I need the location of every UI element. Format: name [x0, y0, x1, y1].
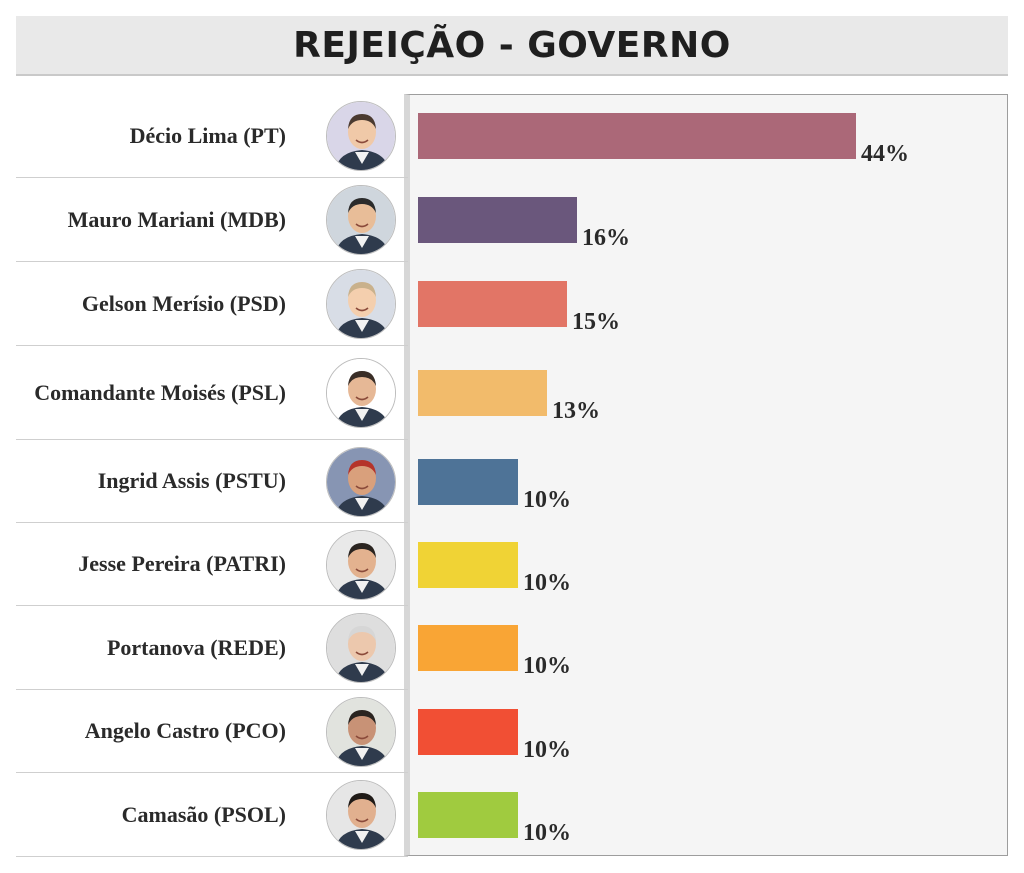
- category-label: Gelson Merísio (PSD): [81, 290, 286, 316]
- data-label: 44%: [861, 141, 909, 167]
- category-label: Jesse Pereira (PATRI): [78, 551, 286, 576]
- candidate-photo-icon: [326, 269, 396, 339]
- category-row: Comandante Moisés (PSL): [16, 346, 408, 440]
- title-bar: REJEIÇÃO - GOVERNO: [16, 16, 1008, 76]
- bar: [418, 625, 518, 671]
- category-row: Décio Lima (PT): [16, 94, 408, 178]
- category-label: Décio Lima (PT): [129, 122, 286, 148]
- category-row: Portanova (REDE): [16, 606, 408, 690]
- bar: [418, 709, 518, 755]
- data-label: 10%: [523, 820, 571, 846]
- category-row: Camasão (PSOL): [16, 773, 408, 857]
- category-row: Angelo Castro (PCO): [16, 690, 408, 773]
- bar: [418, 197, 577, 243]
- category-label: Angelo Castro (PCO): [84, 718, 286, 743]
- category-label: Camasão (PSOL): [121, 801, 286, 827]
- category-label: Comandante Moisés (PSL): [34, 379, 286, 405]
- candidate-photo-icon: [326, 530, 396, 600]
- candidate-photo-icon: [326, 613, 396, 683]
- category-row: Gelson Merísio (PSD): [16, 262, 408, 346]
- category-row: Ingrid Assis (PSTU): [16, 440, 408, 523]
- category-row: Jesse Pereira (PATRI): [16, 523, 408, 606]
- bar: [418, 792, 518, 838]
- data-label: 15%: [572, 309, 620, 335]
- data-label: 10%: [523, 737, 571, 763]
- bar: [418, 542, 518, 588]
- bar: [418, 370, 547, 416]
- category-label: Portanova (REDE): [106, 634, 286, 660]
- candidate-photo-icon: [326, 697, 396, 767]
- bar: [418, 459, 518, 505]
- candidate-photo-icon: [326, 780, 396, 850]
- data-label: 16%: [582, 225, 630, 251]
- candidate-photo-icon: [326, 101, 396, 171]
- chart-title: REJEIÇÃO - GOVERNO: [293, 24, 731, 66]
- category-label: Mauro Mariani (MDB): [67, 206, 286, 232]
- category-label: Ingrid Assis (PSTU): [97, 468, 286, 493]
- data-label: 13%: [552, 398, 600, 424]
- candidate-photo-icon: [326, 447, 396, 517]
- data-label: 10%: [523, 653, 571, 679]
- bar: [418, 281, 567, 327]
- category-row: Mauro Mariani (MDB): [16, 178, 408, 262]
- data-label: 10%: [523, 487, 571, 513]
- bar: [418, 113, 856, 159]
- data-label: 10%: [523, 570, 571, 596]
- candidate-photo-icon: [326, 358, 396, 428]
- candidate-photo-icon: [326, 185, 396, 255]
